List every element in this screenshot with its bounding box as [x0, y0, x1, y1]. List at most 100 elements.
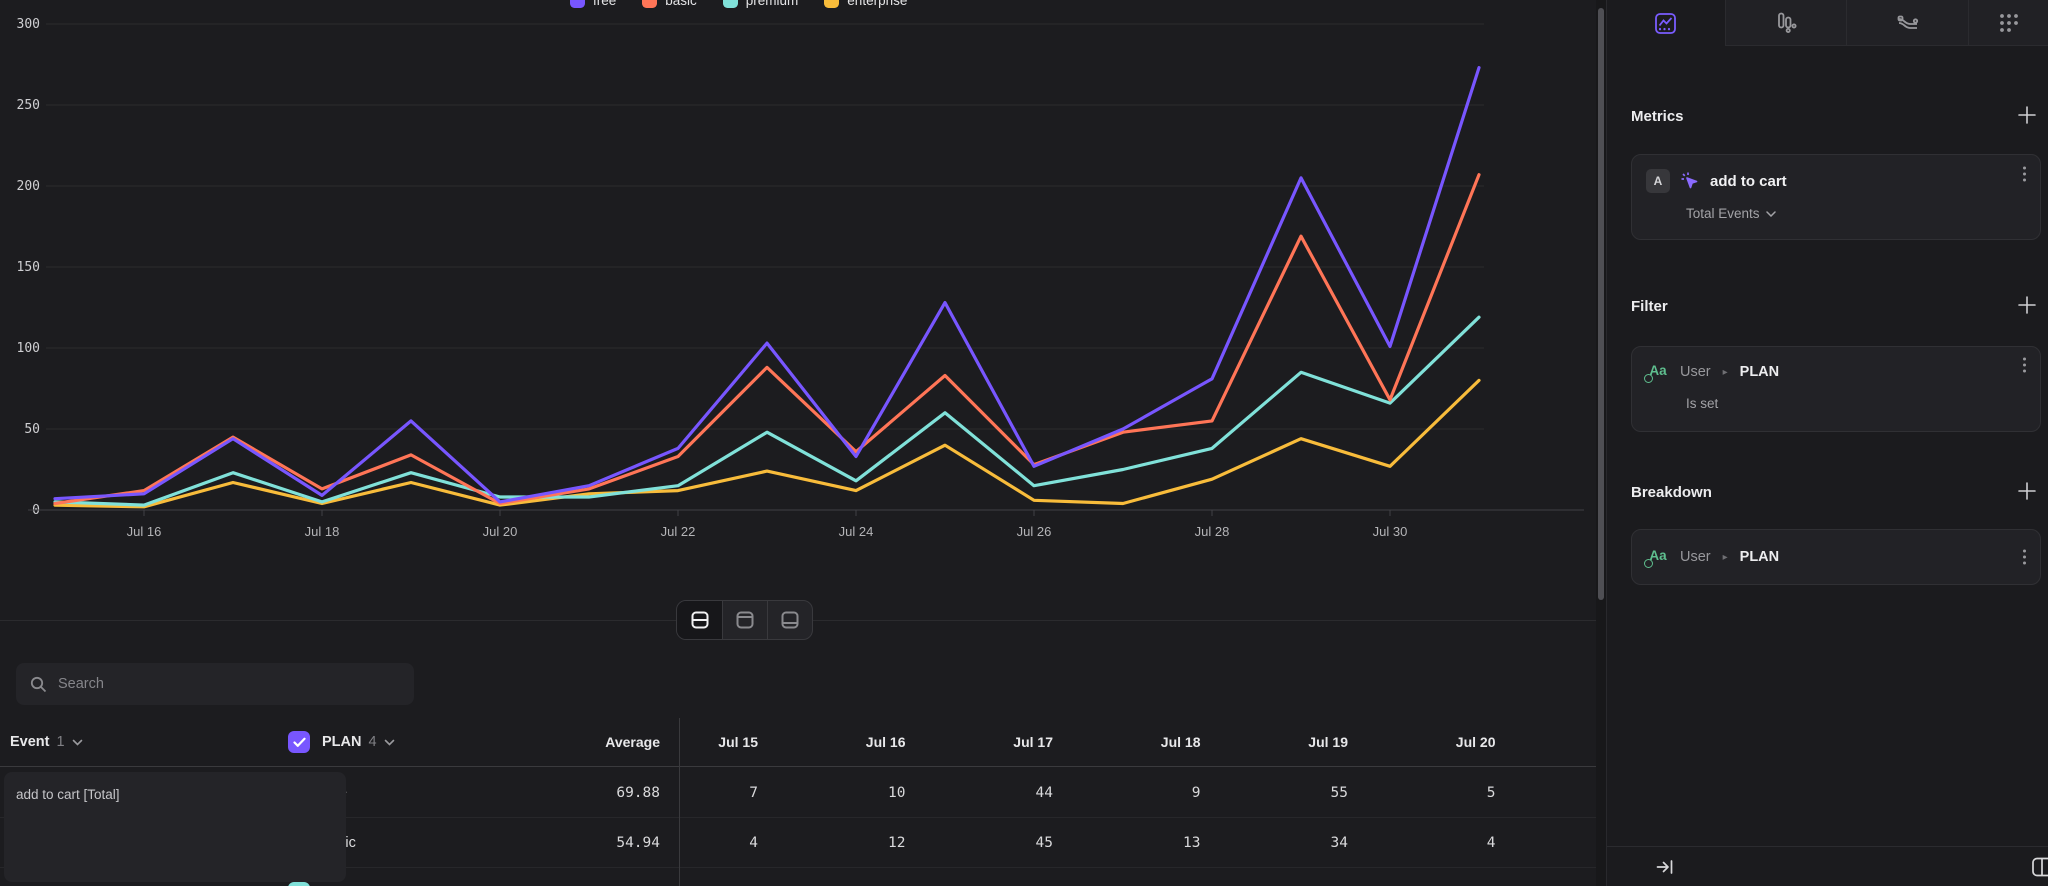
x-axis-label: Jul 30	[1373, 524, 1408, 539]
legend-label: enterprise	[847, 0, 908, 8]
tab-funnels[interactable]	[1724, 0, 1847, 46]
collapse-panel-icon[interactable]	[1655, 857, 1675, 877]
chevron-down-icon	[72, 739, 82, 746]
add-filter-button[interactable]	[2016, 294, 2038, 316]
legend-label: free	[593, 0, 617, 8]
cell-value: 5	[679, 885, 758, 886]
breakdown-property[interactable]: PLAN	[1739, 549, 1780, 565]
table-only-view-button[interactable]	[767, 601, 812, 639]
search-icon	[30, 676, 47, 692]
legend-item-free[interactable]: free	[570, 0, 616, 8]
scrollbar-track	[1596, 0, 1606, 886]
date-column-header[interactable]: Jul 20	[1455, 734, 1496, 750]
breadcrumb-arrow-icon: ▸	[1722, 366, 1728, 378]
average-value: 54.94	[616, 834, 660, 851]
legend-label: premium	[745, 0, 799, 8]
metric-card[interactable]: A add to cart Total Events	[1631, 154, 2041, 240]
legend-label: basic	[665, 0, 697, 8]
y-axis-label: 150	[17, 260, 40, 275]
legend-swatch	[722, 0, 738, 8]
search-placeholder: Search	[58, 676, 104, 692]
breakdown-options-menu[interactable]	[2019, 546, 2030, 569]
filter-operator[interactable]: Is set	[1686, 396, 1719, 411]
layout-columns-icon[interactable]	[2031, 856, 2048, 878]
date-column-header[interactable]: Jul 18	[1160, 734, 1201, 750]
metric-event-name[interactable]: add to cart	[1710, 172, 1787, 190]
cell-value: 34	[1330, 834, 1348, 851]
average-value: 33.00	[480, 885, 660, 886]
split-view-button[interactable]	[677, 601, 722, 639]
legend-item-basic[interactable]: basic	[642, 0, 697, 8]
series-line-premium[interactable]	[53, 315, 1481, 507]
cell-value: 12	[888, 834, 906, 851]
filter-scope[interactable]: User	[1680, 364, 1711, 380]
x-axis-label: Jul 20	[483, 524, 518, 539]
date-column-header[interactable]: Jul 15	[718, 734, 758, 750]
event-click-icon	[1681, 172, 1698, 189]
tab-flows[interactable]	[1846, 0, 1969, 46]
x-axis-label: Jul 24	[839, 524, 874, 539]
breakdown-section-title: Breakdown	[1631, 484, 1712, 501]
breakdown-card[interactable]: Aa User ▸ PLAN	[1631, 529, 2041, 585]
x-axis-label: Jul 18	[305, 524, 340, 539]
series-line-enterprise[interactable]	[53, 378, 1481, 509]
legend-swatch	[642, 0, 658, 8]
series-line-free[interactable]	[53, 66, 1481, 504]
y-axis-label: 250	[17, 98, 40, 113]
report-type-tabs	[1607, 0, 2048, 46]
cell-value: 4	[1486, 834, 1496, 851]
text-property-icon: Aa	[1644, 546, 1670, 568]
add-metric-button[interactable]	[2016, 104, 2038, 126]
series-checkbox-premium[interactable]	[288, 881, 310, 886]
legend-item-premium[interactable]: premium	[722, 0, 799, 8]
search-input[interactable]: Search	[16, 663, 414, 705]
date-column-header[interactable]: Jul 19	[1308, 734, 1348, 750]
chevron-down-icon	[1765, 210, 1776, 217]
tab-retention[interactable]	[1968, 0, 2048, 46]
plan-column-header[interactable]: PLAN 4	[282, 731, 480, 753]
y-axis-label: 200	[17, 179, 40, 194]
legend-swatch	[824, 0, 840, 8]
metric-options-menu[interactable]	[2019, 163, 2030, 186]
tab-insights[interactable]	[1607, 0, 1725, 46]
y-axis-label: 100	[17, 341, 40, 356]
average-column-header[interactable]: Average	[605, 734, 660, 750]
x-axis-label: Jul 16	[127, 524, 162, 539]
cell-value: 8	[1348, 885, 1496, 886]
plan-name: premium	[322, 885, 378, 886]
add-breakdown-button[interactable]	[2016, 480, 2038, 502]
metrics-section-title: Metrics	[1631, 108, 1684, 125]
chart-legend: free basic premium enterprise	[570, 0, 907, 8]
metric-aggregation[interactable]: Total Events	[1686, 206, 1760, 221]
breadcrumb-arrow-icon: ▸	[1722, 551, 1728, 563]
date-column-header[interactable]: Jul 17	[1013, 734, 1053, 750]
cell-value: 23	[1201, 885, 1348, 886]
cell-value: 5	[1486, 784, 1496, 801]
filter-section-title: Filter	[1631, 298, 1668, 315]
view-toggle	[676, 600, 813, 640]
x-axis-label: Jul 26	[1017, 524, 1052, 539]
date-column-header[interactable]: Jul 16	[865, 734, 906, 750]
filter-card[interactable]: Aa User ▸ PLAN Is set	[1631, 346, 2041, 432]
table-row-premium: premium33.0053235238	[0, 868, 1596, 886]
filter-options-menu[interactable]	[2019, 354, 2030, 377]
y-axis-label: 50	[24, 422, 40, 437]
sidebar-footer	[1607, 846, 2048, 886]
legend-item-enterprise[interactable]: enterprise	[824, 0, 907, 8]
x-axis-label: Jul 22	[661, 524, 696, 539]
scrollbar-thumb[interactable]	[1598, 8, 1604, 600]
chevron-down-icon	[384, 739, 394, 746]
chart-only-view-button[interactable]	[722, 601, 767, 639]
series-line-basic[interactable]	[53, 173, 1481, 506]
breakdown-scope[interactable]: User	[1680, 549, 1711, 565]
cell-value: 23	[906, 885, 1053, 886]
event-total-cell[interactable]: add to cart [Total]	[4, 772, 346, 882]
cell-value: 5	[1053, 885, 1201, 886]
filter-property[interactable]: PLAN	[1739, 364, 1780, 380]
event-column-header[interactable]: Event 1	[0, 734, 282, 750]
table-header-row: Event 1 PLAN 4 Average Jul 15 Jul 16 Jul…	[0, 718, 1596, 767]
cell-value: 4	[749, 834, 758, 851]
cell-value: 13	[1183, 834, 1201, 851]
plan-select-all-checkbox[interactable]	[288, 731, 310, 753]
